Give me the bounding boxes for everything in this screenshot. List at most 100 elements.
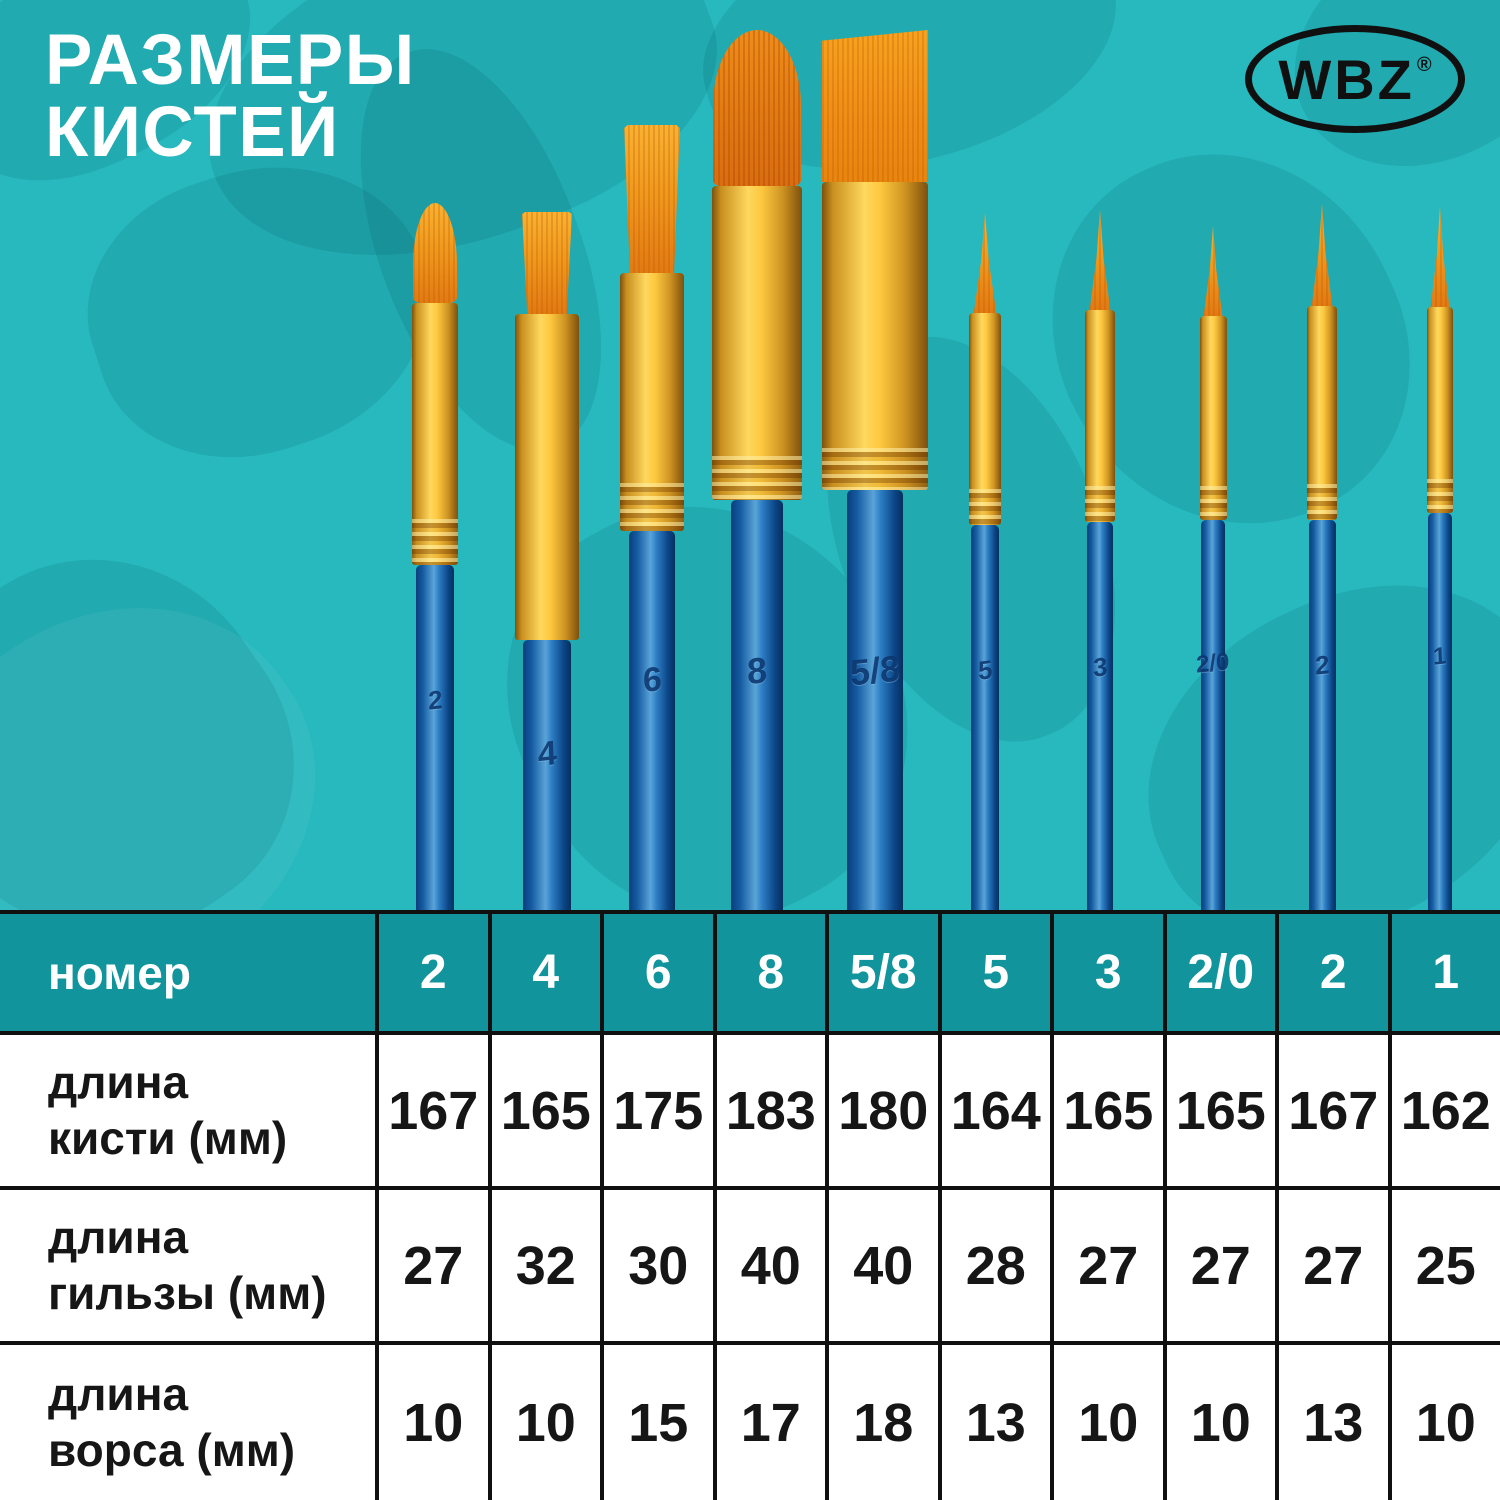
bristles <box>1089 210 1111 310</box>
handle: 1 <box>1428 513 1452 910</box>
corner-label-cell: номер <box>48 946 191 999</box>
table-row: длина ворса (мм) 10 10 15 17 18 13 10 10 13 10 <box>0 1345 1500 1500</box>
ferrule-crimp <box>620 483 684 531</box>
title-line-2: КИСТЕЙ <box>45 93 340 173</box>
page-title: РАЗМЕРЫ КИСТЕЙ <box>45 24 416 173</box>
size-table: номер 2 4 6 8 5/8 5 3 2/0 2 1 длина кисти (мм) 167 165… <box>0 910 1500 1500</box>
brush-4: 4 <box>515 212 579 910</box>
ferrule <box>822 182 928 490</box>
table-cell: 162 <box>1387 1035 1500 1186</box>
table-cell: 10 <box>1387 1345 1500 1500</box>
table-cell: 13 <box>937 1345 1051 1500</box>
bristles <box>713 30 801 186</box>
table-cell: 183 <box>712 1035 826 1186</box>
handle-size-emboss: 4 <box>536 733 558 775</box>
handle-size-emboss: 8 <box>746 648 768 693</box>
size-column-header: 8 <box>712 914 826 1031</box>
brush-8: 8 <box>712 30 802 910</box>
table-cell: 27 <box>375 1190 488 1341</box>
row-label-line: длина <box>48 1211 189 1264</box>
handle: 2 <box>1308 520 1336 910</box>
table-cell: 28 <box>937 1190 1051 1341</box>
table-cell: 32 <box>487 1190 601 1341</box>
ferrule <box>1307 306 1337 520</box>
table-row: длина гильзы (мм) 27 32 30 40 40 28 27 27 27 25 <box>0 1190 1500 1345</box>
bristles <box>1311 204 1333 306</box>
row-label: длина кисти (мм) <box>0 1035 375 1186</box>
row-label: длина гильзы (мм) <box>0 1190 375 1341</box>
table-cell: 17 <box>712 1345 826 1500</box>
bristles <box>413 203 457 303</box>
brush-2: 2 <box>1307 204 1337 910</box>
bristles <box>1203 226 1223 316</box>
ferrule <box>1085 310 1115 522</box>
row-label-line: ворса (мм) <box>48 1423 296 1476</box>
handle-size-emboss: 2/0 <box>1195 648 1231 679</box>
brand-name: WBZ <box>1278 47 1415 111</box>
size-column-header: 2 <box>1275 914 1388 1031</box>
table-cell: 10 <box>487 1345 601 1500</box>
size-column-header: 6 <box>600 914 713 1031</box>
handle: 4 <box>523 640 571 910</box>
table-cell: 10 <box>1050 1345 1163 1500</box>
bristles <box>1430 207 1450 307</box>
handle-size-emboss: 6 <box>641 659 663 701</box>
ferrule <box>515 314 579 640</box>
hero-section: РАЗМЕРЫ КИСТЕЙ WBZ ® 2 4 6 8 5/8 5 3 2/0 2 1 <box>0 0 1500 910</box>
table-header-row: номер 2 4 6 8 5/8 5 3 2/0 2 1 <box>0 910 1500 1035</box>
table-cell: 18 <box>825 1345 938 1500</box>
row-label-line: гильзы (мм) <box>48 1266 327 1319</box>
table-cell: 175 <box>600 1035 713 1186</box>
handle-size-emboss: 5 <box>977 654 993 686</box>
ferrule <box>1427 307 1453 513</box>
row-label-line: кисти (мм) <box>48 1111 288 1164</box>
ferrule-crimp <box>712 456 802 500</box>
table-cell: 25 <box>1387 1190 1500 1341</box>
bristles <box>624 125 680 273</box>
handle: 8 <box>731 500 783 910</box>
handle: 6 <box>629 531 675 910</box>
size-column-header: 2/0 <box>1162 914 1276 1031</box>
table-cell: 40 <box>825 1190 938 1341</box>
handle: 5 <box>971 525 999 910</box>
ferrule-crimp <box>1085 486 1115 522</box>
ferrule <box>1199 316 1227 520</box>
title-line-1: РАЗМЕРЫ <box>45 21 416 100</box>
brush-2/0: 2/0 <box>1196 226 1230 910</box>
brush-set: 2 4 6 8 5/8 5 3 2/0 2 1 <box>412 30 1453 910</box>
table-cell: 15 <box>600 1345 713 1500</box>
size-column-header: 1 <box>1387 914 1500 1031</box>
table-cell: 180 <box>825 1035 938 1186</box>
size-column-header: 5 <box>937 914 1051 1031</box>
brush-2: 2 <box>412 203 458 910</box>
handle: 3 <box>1087 522 1113 910</box>
row-label: длина ворса (мм) <box>0 1345 375 1500</box>
handle-size-emboss: 3 <box>1092 651 1108 683</box>
brush-5/8: 5/8 <box>822 30 928 910</box>
size-column-header: 3 <box>1050 914 1163 1031</box>
table-cell: 164 <box>937 1035 1051 1186</box>
row-label-line: длина <box>48 1056 189 1109</box>
ferrule-crimp <box>412 519 458 565</box>
handle: 2/0 <box>1196 520 1230 910</box>
table-cell: 13 <box>1275 1345 1388 1500</box>
table-cell: 10 <box>1162 1345 1276 1500</box>
handle-size-emboss: 2 <box>427 684 443 716</box>
table-cell: 10 <box>375 1345 488 1500</box>
ferrule-crimp <box>1199 486 1227 520</box>
table-cell: 167 <box>375 1035 488 1186</box>
bristles <box>973 213 997 313</box>
size-column-header: 4 <box>487 914 601 1031</box>
handle: 5/8 <box>847 490 903 910</box>
bristles <box>822 30 928 182</box>
handle: 2 <box>416 565 454 910</box>
table-cell: 27 <box>1275 1190 1388 1341</box>
brush-1: 1 <box>1427 207 1453 910</box>
brush-6: 6 <box>620 125 684 910</box>
ferrule-crimp <box>969 489 1001 525</box>
table-cell: 165 <box>487 1035 601 1186</box>
row-label-line: длина <box>48 1368 189 1421</box>
registered-trademark-icon: ® <box>1416 53 1432 76</box>
table-row: длина кисти (мм) 167 165 175 183 180 164 165 165 1… <box>0 1035 1500 1190</box>
